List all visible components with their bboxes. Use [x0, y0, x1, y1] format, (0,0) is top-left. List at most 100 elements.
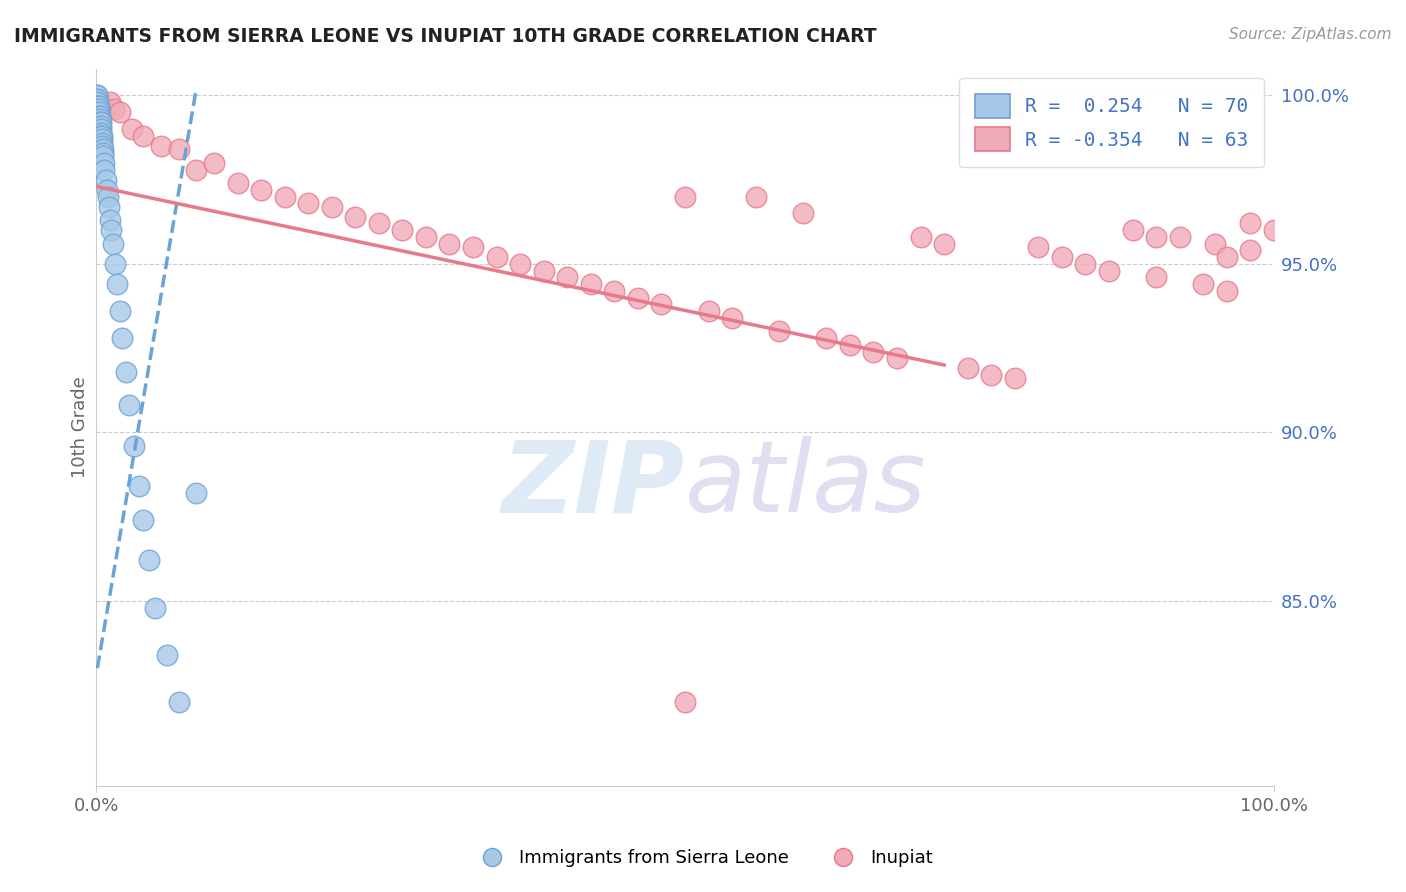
Point — [485, 250, 508, 264]
Point — [93, 162, 115, 177]
Point — [122, 439, 145, 453]
Point — [86, 122, 108, 136]
Point — [932, 236, 955, 251]
Point — [509, 257, 531, 271]
Text: Source: ZipAtlas.com: Source: ZipAtlas.com — [1229, 27, 1392, 42]
Point — [100, 223, 122, 237]
Point — [86, 98, 108, 112]
Point — [89, 109, 111, 123]
Point — [86, 105, 108, 120]
Point — [86, 95, 108, 110]
Y-axis label: 10th Grade: 10th Grade — [72, 376, 89, 478]
Point — [792, 206, 814, 220]
Point — [167, 142, 190, 156]
Point — [186, 162, 208, 177]
Point — [673, 189, 696, 203]
Point — [87, 139, 110, 153]
Point — [98, 213, 121, 227]
Point — [87, 136, 110, 150]
Point — [121, 122, 143, 136]
Point — [186, 486, 208, 500]
Point — [391, 223, 413, 237]
Point — [128, 479, 150, 493]
Point — [603, 284, 626, 298]
Point — [86, 88, 108, 103]
Point — [87, 102, 110, 116]
Point — [344, 210, 367, 224]
Point — [114, 365, 136, 379]
Point — [673, 695, 696, 709]
Point — [132, 128, 155, 143]
Point — [1216, 284, 1239, 298]
Point — [89, 132, 111, 146]
Point — [90, 128, 112, 143]
Point — [90, 115, 112, 129]
Point — [108, 304, 131, 318]
Point — [87, 112, 110, 126]
Point — [87, 126, 110, 140]
Point — [86, 112, 108, 126]
Point — [89, 122, 111, 136]
Point — [94, 172, 117, 186]
Point — [91, 139, 114, 153]
Point — [980, 368, 1002, 383]
Point — [1098, 263, 1121, 277]
Point — [1144, 230, 1167, 244]
Point — [96, 183, 118, 197]
Point — [91, 98, 114, 112]
Point — [87, 119, 110, 133]
Point — [118, 399, 141, 413]
Point — [91, 142, 114, 156]
Point — [87, 105, 110, 120]
Point — [1239, 244, 1261, 258]
Point — [1074, 257, 1097, 271]
Point — [89, 115, 111, 129]
Point — [86, 115, 108, 129]
Point — [87, 115, 110, 129]
Point — [86, 102, 108, 116]
Point — [86, 105, 108, 120]
Point — [1216, 250, 1239, 264]
Point — [202, 156, 225, 170]
Point — [815, 331, 838, 345]
Point — [1239, 217, 1261, 231]
Point — [838, 338, 860, 352]
Point — [461, 240, 484, 254]
Point — [94, 102, 117, 116]
Point — [415, 230, 437, 244]
Point — [1122, 223, 1144, 237]
Point — [91, 145, 114, 160]
Point — [90, 122, 112, 136]
Point — [321, 200, 343, 214]
Point — [90, 119, 112, 133]
Point — [98, 95, 121, 110]
Point — [87, 98, 110, 112]
Point — [97, 189, 120, 203]
Point — [91, 149, 114, 163]
Text: atlas: atlas — [685, 436, 927, 533]
Point — [111, 331, 134, 345]
Point — [86, 102, 108, 116]
Point — [86, 88, 108, 103]
Point — [86, 109, 108, 123]
Point — [1168, 230, 1191, 244]
Point — [910, 230, 932, 244]
Point — [89, 112, 111, 126]
Point — [250, 183, 273, 197]
Point — [87, 109, 110, 123]
Point — [87, 128, 110, 143]
Point — [104, 257, 127, 271]
Point — [87, 122, 110, 136]
Point — [138, 553, 160, 567]
Point — [1204, 236, 1226, 251]
Point — [555, 270, 578, 285]
Point — [956, 361, 979, 376]
Point — [1263, 223, 1285, 237]
Point — [87, 132, 110, 146]
Point — [103, 102, 125, 116]
Point — [862, 344, 884, 359]
Point — [89, 126, 111, 140]
Point — [143, 600, 166, 615]
Point — [439, 236, 461, 251]
Text: ZIP: ZIP — [502, 436, 685, 533]
